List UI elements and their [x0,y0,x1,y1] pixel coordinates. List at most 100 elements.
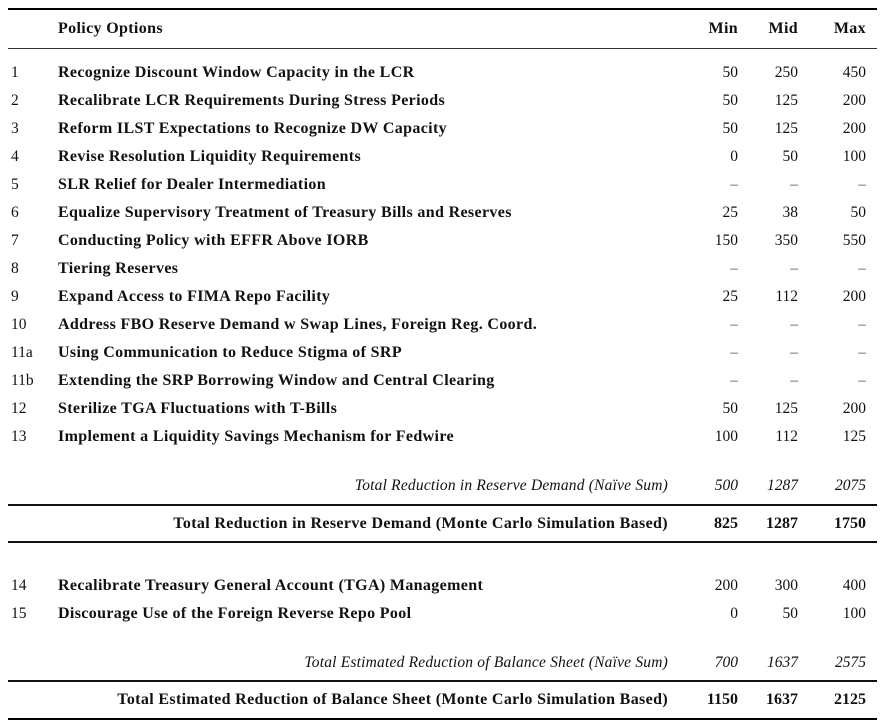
policy-label: Recalibrate Treasury General Account (TG… [58,577,484,594]
header-min: Min [708,20,738,37]
mid-value: – [790,176,798,193]
min-value: – [730,344,738,361]
policy-label: Discourage Use of the Foreign Reverse Re… [58,605,412,622]
max-value: – [858,344,866,361]
table-row: 7 Conducting Policy with EFFR Above IORB… [8,227,877,255]
table-row: 1 Recognize Discount Window Capacity in … [8,59,877,87]
table-row: 4 Revise Resolution Liquidity Requiremen… [8,143,877,171]
min-value: 50 [722,64,739,81]
policy-label: Reform ILST Expectations to Recognize DW… [58,120,447,137]
min-value: 50 [722,92,739,109]
max-value: 550 [842,232,866,249]
row-number: 4 [11,148,19,165]
max-value: 50 [850,204,867,221]
max-value: 100 [842,148,866,165]
min-value: 100 [714,428,738,445]
row-number: 3 [11,120,19,137]
table-row: 10 Address FBO Reserve Demand w Swap Lin… [8,311,877,339]
policy-label: Tiering Reserves [58,260,179,277]
max-value: – [858,176,866,193]
min-value: 500 [714,477,738,494]
policy-label: Recognize Discount Window Capacity in th… [58,64,415,81]
mid-value: 1637 [766,691,798,708]
policy-label: Sterilize TGA Fluctuations with T-Bills [58,400,338,417]
max-value: 200 [842,92,866,109]
monte-carlo-balance-sheet-row: Total Estimated Reduction of Balance She… [8,680,877,720]
min-value: – [730,260,738,277]
mid-value: 125 [774,400,798,417]
table-row: 6 Equalize Supervisory Treatment of Trea… [8,199,877,227]
min-value: – [730,372,738,389]
mid-value: 125 [774,120,798,137]
policy-label: Address FBO Reserve Demand w Swap Lines,… [58,316,538,333]
header-mid: Mid [768,20,798,37]
header-policy-options: Policy Options [58,20,163,37]
row-number: 11b [11,372,34,389]
row-number: 6 [11,204,19,221]
max-value: 450 [842,64,866,81]
table-row: 3 Reform ILST Expectations to Recognize … [8,115,877,143]
reserve-demand-section: 1 Recognize Discount Window Capacity in … [8,49,877,451]
policy-label: Implement a Liquidity Savings Mechanism … [58,428,454,445]
mid-value: 50 [782,605,799,622]
min-value: 50 [722,400,739,417]
mid-value: 250 [774,64,798,81]
policy-label: Revise Resolution Liquidity Requirements [58,148,362,165]
max-value: – [858,372,866,389]
policy-label: SLR Relief for Dealer Intermediation [58,176,326,193]
min-value: 700 [714,654,738,671]
row-number: 8 [11,260,19,277]
naive-sum-label: Total Estimated Reduction of Balance She… [304,654,668,671]
policy-label: Expand Access to FIMA Repo Facility [58,288,331,305]
min-value: – [730,176,738,193]
mid-value: 50 [782,148,799,165]
max-value: 1750 [834,514,866,532]
min-value: 1150 [706,691,738,708]
max-value: 2075 [835,477,866,494]
mid-value: – [790,372,798,389]
mid-value: 112 [775,428,798,445]
monte-carlo-total-label: Total Reduction in Reserve Demand (Monte… [173,514,668,532]
mid-value: 1287 [766,514,798,532]
mid-value: 38 [782,204,799,221]
table-row: 11b Extending the SRP Borrowing Window a… [8,367,877,395]
mid-value: 350 [774,232,798,249]
table-row: 5 SLR Relief for Dealer Intermediation –… [8,171,877,199]
min-value: 0 [730,148,738,165]
row-number: 15 [11,605,27,622]
min-value: 150 [714,232,738,249]
mid-value: – [790,260,798,277]
table-row: 8 Tiering Reserves – – – [8,255,877,283]
max-value: 200 [842,120,866,137]
min-value: – [730,316,738,333]
naive-sum-reserve-demand-row: Total Reduction in Reserve Demand (Naïve… [8,472,877,500]
max-value: 100 [842,605,866,622]
policy-label: Recalibrate LCR Requirements During Stre… [58,92,446,109]
row-number: 9 [11,288,19,305]
row-number: 1 [11,64,19,81]
max-value: – [858,260,866,277]
row-number: 13 [11,428,27,445]
row-number: 7 [11,232,19,249]
mid-value: 125 [774,92,798,109]
row-number: 14 [11,577,27,594]
mid-value: – [790,344,798,361]
policy-label: Conducting Policy with EFFR Above IORB [58,232,369,249]
policy-label: Equalize Supervisory Treatment of Treasu… [58,204,512,221]
naive-sum-label: Total Reduction in Reserve Demand (Naïve… [354,477,668,494]
monte-carlo-total-label: Total Estimated Reduction of Balance She… [117,691,668,708]
balance-sheet-section: 14 Recalibrate Treasury General Account … [8,572,877,628]
monte-carlo-reserve-demand-row: Total Reduction in Reserve Demand (Monte… [8,504,877,543]
table-row: 14 Recalibrate Treasury General Account … [8,572,877,600]
mid-value: 1287 [767,477,798,494]
max-value: 200 [842,400,866,417]
max-value: 200 [842,288,866,305]
table-row: 2 Recalibrate LCR Requirements During St… [8,87,877,115]
table-header-row: Policy Options Min Mid Max [8,10,877,49]
max-value: 2125 [834,691,866,708]
min-value: 25 [722,204,739,221]
row-number: 11a [11,344,33,361]
table-row: 15 Discourage Use of the Foreign Reverse… [8,600,877,628]
mid-value: 300 [774,577,798,594]
row-number: 10 [11,316,27,333]
